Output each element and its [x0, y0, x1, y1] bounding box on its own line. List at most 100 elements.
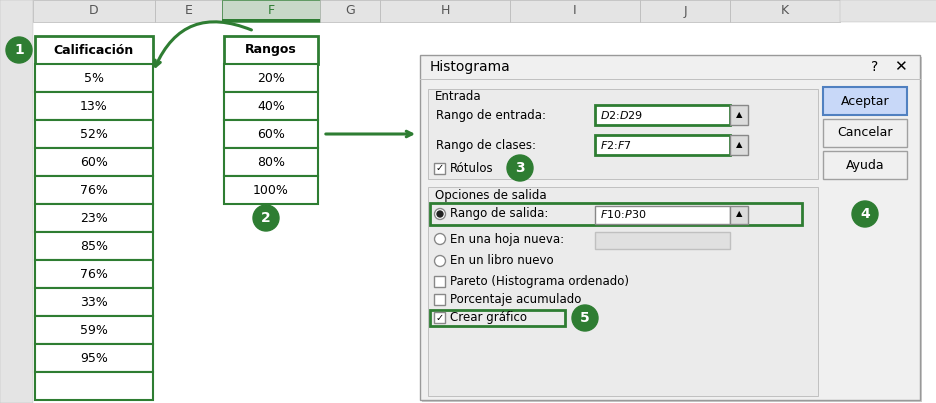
- Text: ▲: ▲: [735, 210, 741, 218]
- Text: 5%: 5%: [84, 71, 104, 85]
- Text: Calificación: Calificación: [53, 44, 134, 56]
- FancyBboxPatch shape: [224, 64, 317, 92]
- FancyBboxPatch shape: [35, 372, 153, 400]
- Text: I: I: [573, 4, 577, 17]
- FancyBboxPatch shape: [639, 0, 729, 22]
- Text: ?: ?: [870, 60, 878, 74]
- Text: ✓: ✓: [435, 312, 443, 322]
- Text: 20%: 20%: [256, 71, 285, 85]
- FancyBboxPatch shape: [0, 0, 33, 403]
- FancyBboxPatch shape: [224, 148, 317, 176]
- FancyBboxPatch shape: [35, 204, 153, 232]
- FancyBboxPatch shape: [421, 57, 921, 402]
- Text: 40%: 40%: [256, 100, 285, 112]
- Circle shape: [436, 211, 443, 217]
- Circle shape: [6, 37, 32, 63]
- FancyBboxPatch shape: [224, 176, 317, 204]
- FancyBboxPatch shape: [35, 260, 153, 288]
- FancyBboxPatch shape: [35, 36, 153, 64]
- FancyBboxPatch shape: [33, 0, 154, 22]
- FancyBboxPatch shape: [594, 206, 729, 224]
- Text: Entrada: Entrada: [434, 91, 481, 104]
- Text: 100%: 100%: [253, 183, 288, 197]
- Circle shape: [434, 233, 445, 245]
- Text: 4: 4: [859, 207, 869, 221]
- Text: $D$2:$D$29: $D$2:$D$29: [599, 109, 642, 121]
- Text: 85%: 85%: [80, 239, 108, 253]
- Text: G: G: [344, 4, 355, 17]
- FancyBboxPatch shape: [729, 135, 747, 155]
- Text: 76%: 76%: [80, 183, 108, 197]
- FancyBboxPatch shape: [433, 294, 445, 305]
- Text: 59%: 59%: [80, 324, 108, 337]
- FancyBboxPatch shape: [35, 316, 153, 344]
- FancyBboxPatch shape: [433, 312, 445, 323]
- FancyBboxPatch shape: [594, 232, 729, 249]
- FancyBboxPatch shape: [433, 163, 445, 174]
- FancyBboxPatch shape: [320, 0, 380, 22]
- Text: Pareto (Histograma ordenado): Pareto (Histograma ordenado): [449, 276, 628, 289]
- FancyBboxPatch shape: [428, 89, 817, 179]
- FancyBboxPatch shape: [35, 64, 153, 92]
- Text: $F$10:$P$30: $F$10:$P$30: [599, 208, 646, 220]
- Text: J: J: [682, 4, 686, 17]
- FancyBboxPatch shape: [419, 55, 919, 400]
- FancyBboxPatch shape: [822, 87, 906, 115]
- Text: E: E: [184, 4, 192, 17]
- Text: Opciones de salida: Opciones de salida: [434, 189, 546, 202]
- Text: Ayuda: Ayuda: [845, 158, 884, 172]
- Text: Porcentaje acumulado: Porcentaje acumulado: [449, 293, 580, 307]
- Circle shape: [571, 305, 597, 331]
- FancyBboxPatch shape: [594, 135, 729, 155]
- Circle shape: [506, 155, 533, 181]
- FancyBboxPatch shape: [822, 151, 906, 179]
- Text: Rangos: Rangos: [245, 44, 297, 56]
- Text: 3: 3: [515, 161, 524, 175]
- Text: ▲: ▲: [735, 141, 741, 150]
- Circle shape: [434, 208, 445, 220]
- Text: 95%: 95%: [80, 351, 108, 364]
- FancyBboxPatch shape: [729, 206, 747, 224]
- FancyBboxPatch shape: [509, 0, 639, 22]
- FancyBboxPatch shape: [35, 288, 153, 316]
- Text: 52%: 52%: [80, 127, 108, 141]
- Text: Rango de entrada:: Rango de entrada:: [435, 108, 546, 121]
- Text: Histograma: Histograma: [430, 60, 510, 74]
- FancyBboxPatch shape: [35, 148, 153, 176]
- Text: 60%: 60%: [80, 156, 108, 168]
- Text: Crear gráfico: Crear gráfico: [449, 312, 526, 324]
- Circle shape: [434, 256, 445, 266]
- FancyBboxPatch shape: [154, 0, 222, 22]
- FancyBboxPatch shape: [428, 187, 817, 396]
- Text: 2: 2: [261, 211, 271, 225]
- Text: En un libro nuevo: En un libro nuevo: [449, 255, 553, 268]
- Text: 5: 5: [579, 311, 590, 325]
- Text: ✕: ✕: [893, 60, 905, 75]
- Text: 13%: 13%: [80, 100, 108, 112]
- Text: D: D: [89, 4, 98, 17]
- Text: H: H: [440, 4, 449, 17]
- FancyBboxPatch shape: [35, 344, 153, 372]
- Text: ✓: ✓: [435, 164, 443, 174]
- Text: Rango de salida:: Rango de salida:: [449, 208, 548, 220]
- FancyBboxPatch shape: [729, 105, 747, 125]
- FancyBboxPatch shape: [35, 176, 153, 204]
- FancyBboxPatch shape: [35, 120, 153, 148]
- Circle shape: [253, 205, 279, 231]
- Text: 33%: 33%: [80, 295, 108, 309]
- FancyBboxPatch shape: [594, 105, 729, 125]
- Text: Cancelar: Cancelar: [837, 127, 892, 139]
- Text: Rótulos: Rótulos: [449, 162, 493, 175]
- Circle shape: [851, 201, 877, 227]
- Text: Rango de clases:: Rango de clases:: [435, 139, 535, 152]
- FancyBboxPatch shape: [224, 92, 317, 120]
- FancyBboxPatch shape: [224, 120, 317, 148]
- FancyBboxPatch shape: [380, 0, 509, 22]
- Text: 76%: 76%: [80, 268, 108, 280]
- Text: K: K: [780, 4, 788, 17]
- Text: Aceptar: Aceptar: [840, 94, 888, 108]
- Text: 60%: 60%: [256, 127, 285, 141]
- Text: F: F: [267, 4, 274, 17]
- Text: 23%: 23%: [80, 212, 108, 224]
- FancyBboxPatch shape: [729, 0, 839, 22]
